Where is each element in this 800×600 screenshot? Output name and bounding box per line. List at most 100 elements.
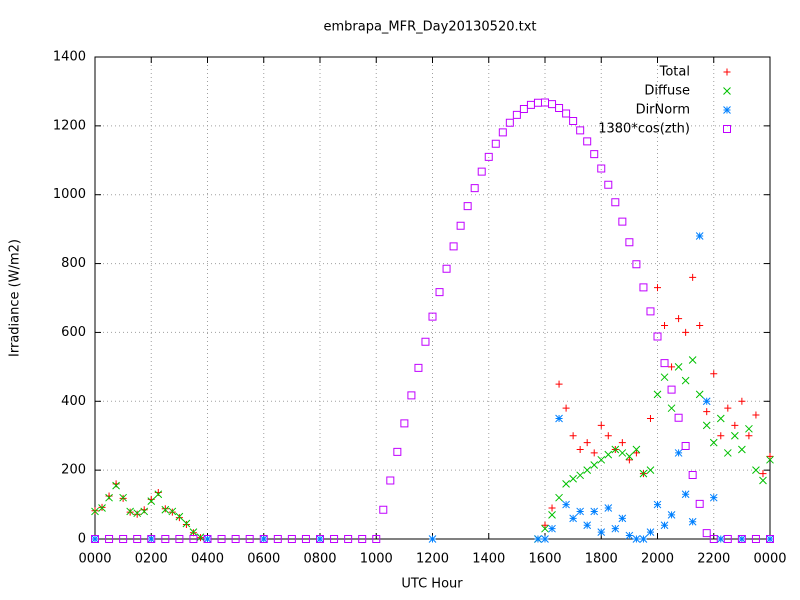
data-point (738, 445, 746, 454)
data-point (470, 184, 479, 193)
data-point (555, 493, 563, 502)
data-point (576, 445, 584, 453)
data-point (463, 202, 472, 211)
data-point (161, 535, 170, 543)
data-point (716, 535, 725, 543)
data-point (541, 524, 549, 533)
data-point (632, 535, 641, 543)
y-tick-label: 1200 (53, 118, 86, 133)
data-point (477, 167, 486, 176)
data-point (428, 312, 437, 321)
x-tick-label: 0600 (247, 552, 280, 567)
data-point (491, 139, 500, 148)
y-tick-label: 1400 (53, 50, 86, 65)
data-point (709, 493, 718, 502)
data-point (702, 421, 711, 430)
data-point (555, 103, 564, 112)
data-point (112, 480, 120, 488)
data-point (738, 535, 746, 543)
data-point (161, 505, 170, 514)
data-point (358, 535, 367, 543)
x-tick-label: 0200 (135, 552, 168, 567)
data-point (105, 492, 113, 500)
data-point (569, 432, 577, 440)
data-point (653, 390, 662, 399)
data-point (133, 510, 141, 518)
data-point (709, 438, 718, 447)
data-point (548, 504, 556, 512)
data-point (674, 449, 683, 457)
data-point (682, 328, 690, 336)
y-tick-label: 1000 (53, 187, 86, 202)
data-point (759, 470, 767, 478)
data-point (98, 504, 106, 512)
data-point (583, 439, 591, 447)
data-point (681, 442, 690, 451)
data-point (703, 408, 711, 416)
data-point (407, 391, 416, 400)
data-point (696, 322, 704, 330)
data-point (646, 307, 655, 316)
data-point (723, 449, 732, 457)
data-point (604, 504, 613, 512)
data-point (730, 431, 739, 440)
data-point (91, 535, 99, 543)
data-point (766, 535, 774, 543)
x-tick-label: 0000 (753, 552, 786, 567)
data-point (723, 535, 732, 543)
data-point (576, 126, 585, 135)
data-point (372, 535, 381, 543)
data-point (379, 505, 388, 514)
data-point (590, 507, 599, 516)
data-point (618, 217, 627, 226)
data-point (745, 424, 753, 433)
data-point (428, 535, 437, 543)
data-point (203, 535, 212, 543)
data-point (316, 535, 324, 543)
data-point (632, 445, 641, 454)
data-point (548, 511, 556, 519)
legend-marker (723, 68, 731, 76)
data-point (618, 449, 627, 457)
data-point (766, 455, 774, 464)
data-point (724, 404, 732, 412)
data-point (675, 315, 683, 323)
data-point (709, 535, 718, 543)
data-point (400, 419, 409, 428)
data-point (625, 452, 634, 461)
data-point (632, 260, 641, 269)
data-point (182, 521, 190, 529)
data-point (555, 414, 563, 423)
data-point (738, 397, 746, 405)
y-tick-label: 400 (61, 394, 86, 409)
data-point (119, 535, 128, 543)
data-point (611, 524, 620, 533)
data-point (681, 490, 690, 499)
x-tick-label: 0800 (303, 552, 336, 567)
x-tick-label: 1400 (472, 552, 505, 567)
data-point (421, 337, 430, 346)
data-point (189, 528, 198, 536)
data-point (196, 533, 205, 542)
data-point (590, 150, 599, 159)
data-point (555, 380, 563, 388)
data-point (562, 500, 570, 509)
data-point (688, 470, 697, 479)
data-point (386, 476, 395, 485)
data-point (161, 505, 169, 513)
data-point (632, 449, 640, 457)
data-point (147, 497, 156, 505)
y-tick-label: 600 (61, 325, 86, 340)
data-point (105, 493, 113, 502)
data-point (147, 495, 155, 503)
data-point (91, 535, 99, 543)
data-point (688, 356, 697, 364)
data-point (625, 456, 633, 464)
data-point (597, 528, 606, 536)
data-point (618, 514, 627, 523)
data-point (140, 507, 149, 516)
data-point (667, 404, 676, 413)
data-point (548, 100, 557, 109)
data-point (604, 180, 613, 189)
data-point (569, 514, 577, 523)
